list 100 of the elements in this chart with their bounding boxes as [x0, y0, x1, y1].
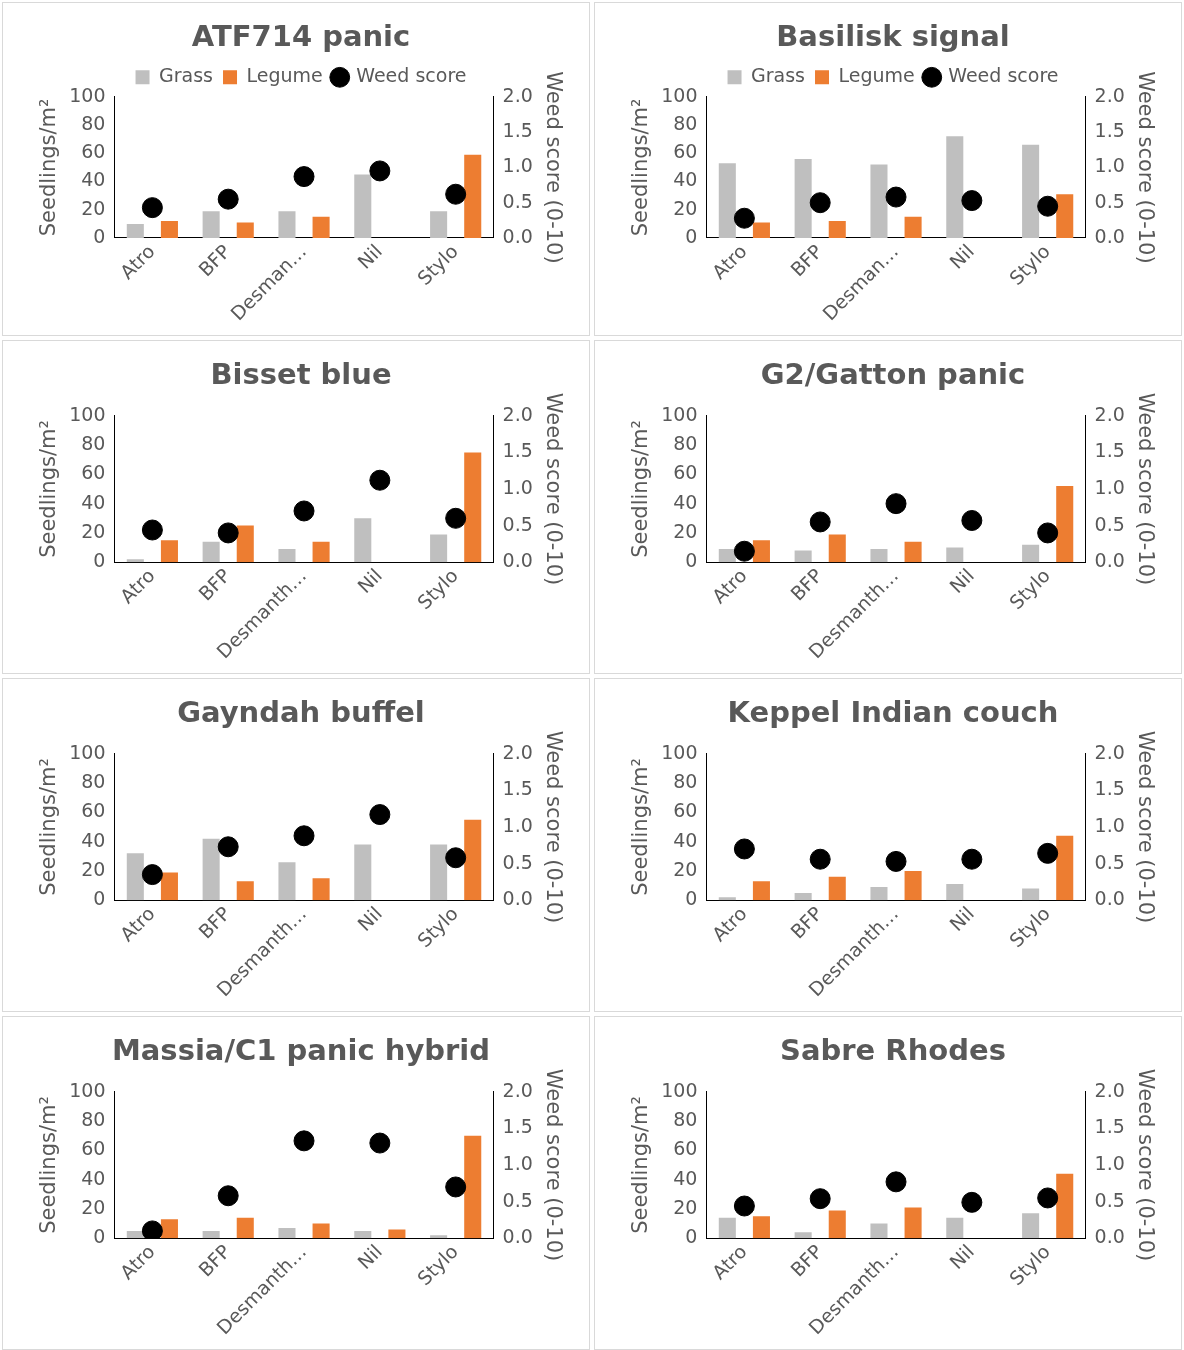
- y-tick-label: 60: [81, 461, 106, 484]
- y-tick-label: 60: [673, 1137, 698, 1160]
- bar: [464, 452, 482, 563]
- bar: [1022, 888, 1040, 901]
- bar: [828, 876, 846, 901]
- bar: [1056, 194, 1074, 238]
- chart-title: Bisset blue: [210, 356, 392, 391]
- bar: [464, 154, 482, 238]
- bar: [870, 549, 888, 563]
- y-axis-title: Seedlings/m²: [36, 98, 61, 237]
- bar: [312, 216, 330, 238]
- y2-tick-label: 1.5: [502, 1115, 533, 1138]
- point: [369, 804, 391, 826]
- y2-axis-title: Weed score (0-10): [1133, 71, 1158, 264]
- point: [733, 838, 755, 860]
- y-tick-label: 60: [673, 799, 698, 822]
- y2-tick-label: 0.0: [1094, 1225, 1125, 1248]
- bar: [752, 881, 770, 901]
- x-tick-label: Nil: [945, 902, 979, 936]
- chart-title: Massia/C1 panic hybrid: [111, 1032, 491, 1067]
- y2-tick-label: 1.0: [1094, 475, 1125, 498]
- point: [293, 166, 315, 188]
- point: [445, 183, 467, 205]
- y2-tick-label: 0.5: [1094, 850, 1125, 873]
- y2-tick-label: 1.5: [502, 439, 533, 462]
- point: [961, 848, 983, 870]
- point: [445, 1176, 467, 1198]
- y-tick-label: 20: [673, 857, 698, 880]
- y-tick-label: 40: [81, 168, 106, 191]
- bar: [718, 163, 736, 238]
- bar: [718, 897, 736, 901]
- point: [141, 864, 163, 886]
- bar: [202, 838, 220, 901]
- bar: [236, 525, 254, 563]
- bar: [430, 1235, 448, 1239]
- bar: [794, 550, 812, 563]
- y-tick-label: 100: [69, 1078, 106, 1101]
- point: [369, 469, 391, 491]
- point: [141, 197, 163, 219]
- bar: [752, 540, 770, 563]
- bar: [278, 862, 296, 901]
- y-tick-label: 20: [81, 1195, 106, 1218]
- x-tick-label: Nil: [945, 239, 979, 273]
- point: [445, 507, 467, 529]
- y-tick-label: 20: [673, 519, 698, 542]
- point: [217, 1185, 239, 1207]
- y2-tick-label: 1.5: [1094, 777, 1125, 800]
- bar: [464, 1135, 482, 1239]
- y-tick-label: 0: [685, 1225, 698, 1248]
- legend-label: Grass: [159, 64, 214, 87]
- y2-tick-label: 1.0: [1094, 1151, 1125, 1174]
- bar: [946, 136, 964, 238]
- y2-tick-label: 0.0: [1094, 224, 1125, 247]
- y-tick-label: 40: [673, 168, 698, 191]
- y2-axis-title: Weed score (0-10): [1133, 730, 1158, 924]
- x-tick-label: BFP: [785, 239, 827, 281]
- point: [809, 192, 831, 214]
- point: [1037, 195, 1059, 217]
- point: [885, 850, 907, 872]
- y2-axis-title: Weed score (0-10): [1133, 1068, 1158, 1262]
- x-tick-label: Nil: [353, 902, 387, 936]
- y-tick-label: 0: [93, 1225, 106, 1248]
- bar: [1022, 544, 1040, 563]
- bar: [752, 222, 770, 238]
- y-tick-label: 80: [81, 1108, 106, 1131]
- bar: [904, 216, 922, 238]
- y-axis-title: Seedlings/m²: [36, 420, 61, 558]
- bar: [828, 1210, 846, 1239]
- y-axis-title: Seedlings/m²: [36, 1096, 61, 1234]
- y-tick-label: 60: [673, 140, 698, 163]
- point: [961, 190, 983, 212]
- y-axis-title: Seedlings/m²: [628, 1096, 653, 1234]
- y-tick-label: 0: [93, 549, 106, 572]
- y-tick-label: 100: [661, 83, 698, 106]
- bar: [794, 892, 812, 901]
- point: [369, 1132, 391, 1154]
- bar: [1056, 835, 1074, 901]
- point: [885, 493, 907, 515]
- y2-tick-label: 0.5: [1094, 189, 1125, 212]
- point: [733, 207, 755, 229]
- y-tick-label: 60: [81, 1137, 106, 1160]
- bar: [202, 1230, 220, 1239]
- y2-tick-label: 2.0: [1094, 402, 1125, 425]
- y2-tick-label: 2.0: [1094, 83, 1125, 106]
- x-tick-label: Nil: [945, 564, 979, 598]
- chart-title: Sabre Rhodes: [780, 1032, 1006, 1067]
- y2-tick-label: 0.5: [1094, 1188, 1125, 1211]
- y-tick-label: 80: [81, 432, 106, 455]
- y2-tick-label: 2.0: [1094, 1078, 1125, 1101]
- y-tick-label: 0: [93, 887, 106, 910]
- y-tick-label: 20: [673, 1195, 698, 1218]
- y-tick-label: 100: [69, 83, 106, 106]
- y2-axis-title: Weed score (0-10): [541, 392, 566, 586]
- y2-tick-label: 1.0: [502, 813, 533, 836]
- bar: [126, 559, 144, 563]
- bar: [1022, 144, 1040, 238]
- chart-title: G2/Gatton panic: [760, 356, 1026, 391]
- point: [217, 522, 239, 544]
- bar: [870, 887, 888, 901]
- bar: [354, 1230, 372, 1239]
